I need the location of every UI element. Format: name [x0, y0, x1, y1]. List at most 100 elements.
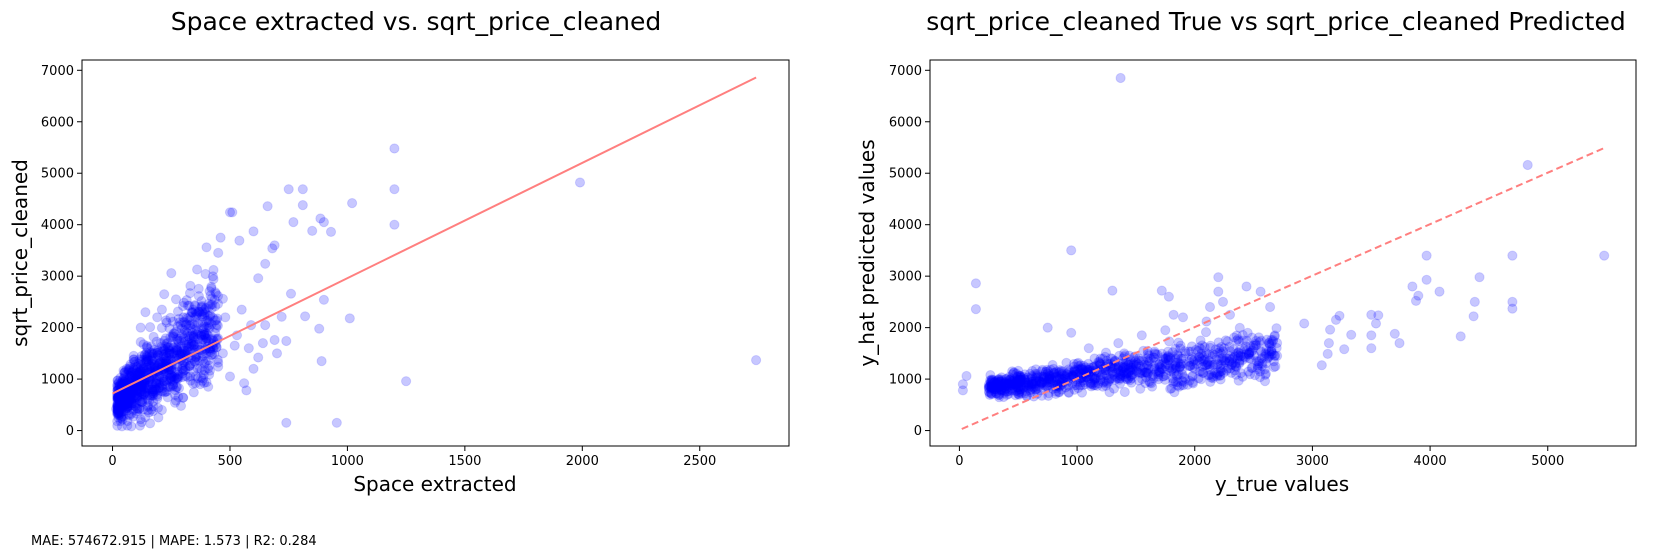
scatter-point	[138, 404, 149, 415]
scatter-point	[1163, 352, 1174, 363]
scatter-point	[167, 330, 179, 341]
scatter-point	[151, 347, 162, 358]
scatter-point	[1072, 358, 1083, 369]
scatter-point	[1019, 374, 1030, 385]
scatter-point	[1247, 345, 1258, 356]
scatter-point	[1231, 330, 1242, 341]
scatter-point	[1142, 359, 1153, 370]
scatter-point	[125, 372, 136, 383]
scatter-point	[159, 387, 170, 398]
scatter-point	[1242, 345, 1253, 356]
scatter-point	[116, 403, 128, 414]
scatter-point	[1136, 330, 1147, 341]
scatter-point	[190, 309, 201, 320]
scatter-point	[135, 381, 147, 392]
scatter-point	[148, 388, 159, 399]
scatter-point	[1160, 353, 1172, 364]
scatter-point	[1123, 359, 1134, 371]
scatter-point	[1133, 359, 1144, 370]
scatter-point	[1167, 373, 1178, 384]
scatter-point	[1230, 361, 1242, 372]
scatter-point	[1027, 372, 1038, 383]
scatter-point	[1022, 377, 1033, 388]
scatter-point	[992, 379, 1003, 391]
scatter-point	[147, 358, 158, 369]
scatter-point	[248, 363, 259, 374]
scatter-point	[172, 321, 183, 332]
scatter-point	[1151, 366, 1162, 377]
scatter-point	[1131, 357, 1142, 369]
scatter-point	[229, 340, 240, 351]
scatter-point	[1007, 385, 1018, 396]
x-axis-label-left: Space extracted	[353, 472, 516, 496]
scatter-point	[132, 368, 143, 379]
scatter-point	[1211, 368, 1222, 379]
scatter-point	[970, 278, 982, 289]
scatter-point	[389, 219, 400, 230]
scatter-point	[180, 364, 191, 375]
scatter-point	[139, 350, 150, 361]
scatter-point	[166, 268, 177, 279]
scatter-point	[176, 335, 187, 346]
scatter-point	[140, 307, 151, 318]
scatter-point	[1218, 355, 1229, 366]
scatter-point	[150, 384, 161, 395]
scatter-point	[1117, 361, 1128, 372]
scatter-point	[190, 300, 201, 312]
scatter-point	[1034, 376, 1045, 387]
scatter-point	[126, 394, 137, 405]
scatter-point	[126, 370, 137, 381]
scatter-point	[155, 338, 166, 349]
scatter-point	[166, 349, 178, 360]
scatter-point	[1198, 355, 1209, 367]
scatter-point	[1184, 375, 1195, 386]
scatter-point	[1421, 274, 1432, 285]
scatter-point	[991, 381, 1003, 392]
scatter-point	[1033, 381, 1045, 392]
scatter-point	[118, 395, 129, 406]
scatter-point	[128, 350, 139, 361]
scatter-point	[1139, 359, 1150, 370]
scatter-point	[201, 242, 212, 253]
scatter-point	[315, 213, 326, 224]
scatter-point	[112, 401, 123, 412]
scatter-point	[1001, 389, 1013, 400]
scatter-point	[1170, 343, 1181, 354]
scatter-point	[1244, 347, 1255, 358]
scatter-point	[134, 369, 146, 380]
scatter-point	[161, 338, 172, 349]
scatter-point	[162, 392, 173, 403]
scatter-point	[1254, 372, 1266, 383]
scatter-point	[1421, 250, 1432, 261]
scatter-point	[200, 336, 211, 347]
scatter-point	[1038, 376, 1049, 387]
scatter-point	[1204, 301, 1216, 313]
scatter-point	[1030, 368, 1041, 379]
scatter-point	[170, 294, 182, 305]
scatter-point	[123, 365, 134, 376]
scatter-point	[997, 382, 1008, 393]
scatter-point	[119, 376, 130, 387]
scatter-point	[131, 408, 142, 419]
scatter-point	[118, 376, 129, 387]
scatter-point	[1007, 380, 1018, 391]
scatter-point	[136, 417, 147, 428]
scatter-point	[150, 382, 161, 393]
scatter-point	[126, 371, 137, 382]
scatter-point	[1045, 377, 1056, 388]
scatter-point	[116, 421, 128, 432]
scatter-point	[114, 402, 126, 413]
scatter-point	[985, 370, 996, 381]
scatter-point	[1015, 370, 1026, 381]
scatter-point	[161, 375, 172, 386]
scatter-point	[172, 344, 183, 355]
scatter-point	[169, 348, 180, 359]
scatter-point	[117, 414, 128, 425]
scatter-point	[130, 401, 141, 412]
scatter-point	[112, 393, 123, 405]
scatter-point	[1014, 386, 1025, 397]
scatter-point	[1012, 371, 1023, 382]
scatter-point	[113, 391, 124, 402]
scatter-point	[1125, 362, 1137, 373]
scatter-point	[160, 348, 171, 359]
